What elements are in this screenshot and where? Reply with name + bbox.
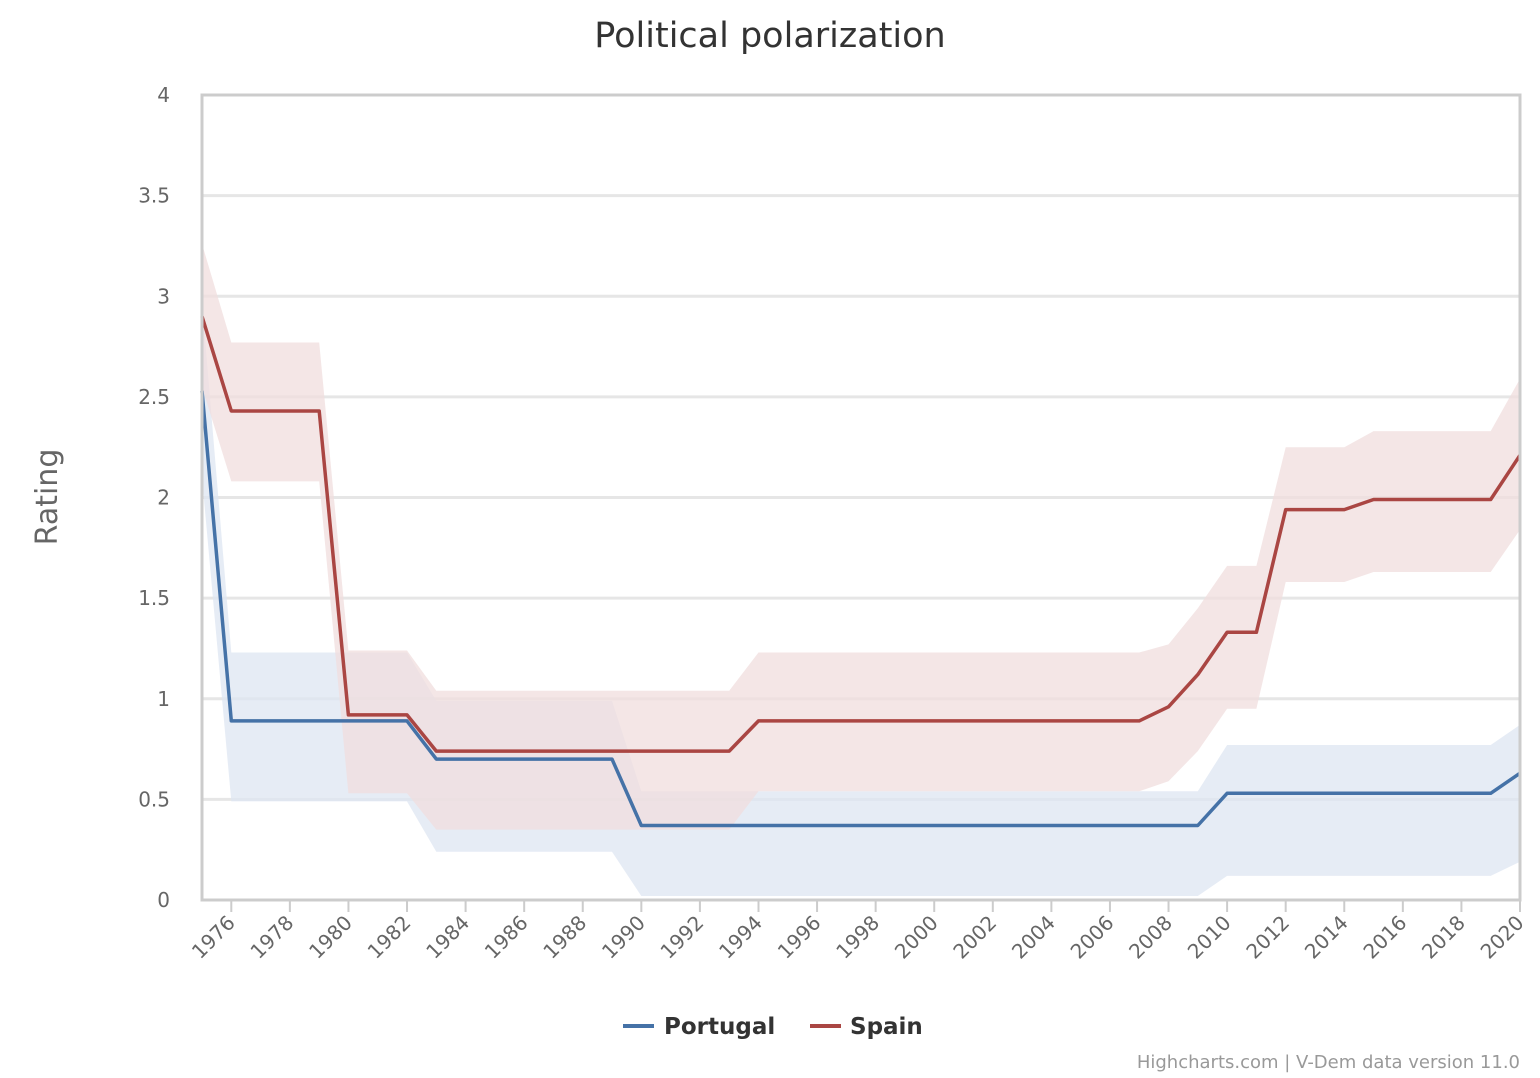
x-tick-label: 1994 <box>714 911 767 964</box>
y-tick-label: 1.5 <box>138 586 170 610</box>
y-axis-ticks: 0 0.5 1 1.5 2 2.5 3 3.5 4 <box>138 83 170 912</box>
x-tick-label: 2016 <box>1358 911 1411 964</box>
x-tick-label: 2020 <box>1476 911 1529 964</box>
x-tick-label: 1988 <box>538 911 591 964</box>
y-tick-label: 4 <box>157 83 170 107</box>
x-tick-label: 1998 <box>831 911 884 964</box>
x-tick-label: 2014 <box>1300 911 1353 964</box>
x-tick-label: 2010 <box>1183 911 1236 964</box>
x-tick-label: 2008 <box>1124 911 1177 964</box>
x-tick-label: 1982 <box>363 911 416 964</box>
confidence-band-spain <box>202 243 1520 830</box>
x-tick-label: 2002 <box>948 911 1001 964</box>
series-line-spain <box>200 315 1522 753</box>
legend-label-spain: Spain <box>850 1014 923 1040</box>
series-line-portugal <box>200 390 1521 828</box>
x-tick-label: 1984 <box>421 911 474 964</box>
x-tick-label: 1996 <box>773 911 826 964</box>
series-lines <box>200 315 1522 828</box>
plot-frame <box>200 93 1522 902</box>
y-tick-label: 1 <box>157 687 170 711</box>
x-tick-label: 2012 <box>1241 911 1294 964</box>
y-tick-label: 3 <box>157 284 170 308</box>
y-tick-label: 0.5 <box>138 787 170 811</box>
confidence-bands <box>202 243 1520 896</box>
x-tick-label: 2000 <box>890 911 943 964</box>
y-tick-label: 2 <box>157 486 170 510</box>
legend-label-portugal: Portugal <box>664 1014 775 1040</box>
x-tick-label: 2018 <box>1417 911 1470 964</box>
x-tick-label: 1978 <box>245 911 298 964</box>
y-axis-label: Rating <box>30 449 65 546</box>
x-tick-label: 1990 <box>597 911 650 964</box>
x-tick-label: 1976 <box>187 911 240 964</box>
credits: Highcharts.com | V-Dem data version 11.0 <box>1137 1052 1520 1073</box>
chart-title: Political polarization <box>594 16 946 56</box>
y-tick-label: 3.5 <box>138 184 170 208</box>
x-tick-label: 2004 <box>1007 911 1060 964</box>
y-tick-label: 2.5 <box>138 385 170 409</box>
x-tick-label: 2006 <box>1066 911 1119 964</box>
x-tick-label: 1992 <box>655 911 708 964</box>
x-tick-label: 1980 <box>304 911 357 964</box>
x-tick-label: 1986 <box>480 911 533 964</box>
x-axis-ticks: 1976 1978 1980 1982 1984 1986 1988 1990 1992 1994… <box>187 900 1529 964</box>
legend: Portugal Spain <box>623 1014 923 1040</box>
y-tick-label: 0 <box>157 888 170 912</box>
